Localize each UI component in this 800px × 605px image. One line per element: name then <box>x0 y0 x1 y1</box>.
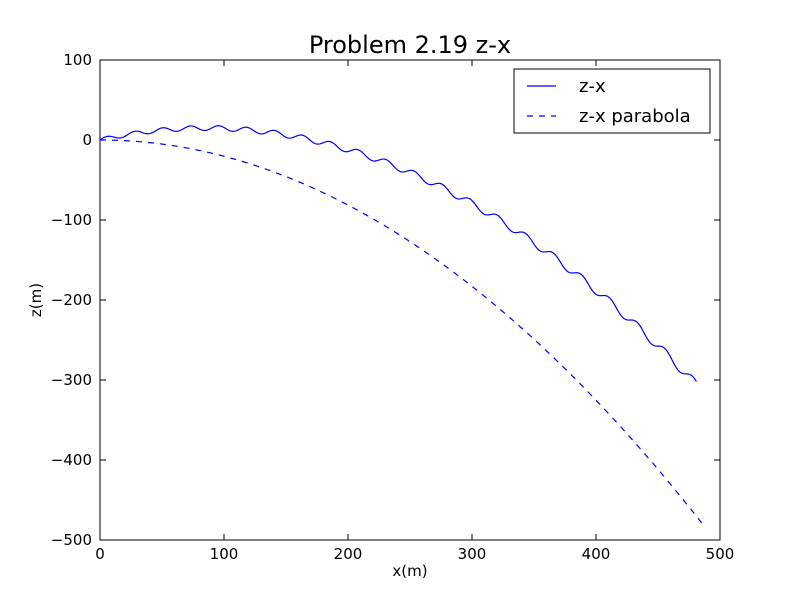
y-axis: 100 0 −100 −200 −300 −400 −500 <box>51 51 720 549</box>
x-tick-label: 300 <box>458 545 487 563</box>
x-tick-label: 500 <box>706 545 735 563</box>
series-line-z-x <box>99 125 697 382</box>
legend-label-z-x: z-x <box>579 76 606 97</box>
x-axis: 0 100 200 300 400 500 <box>95 60 734 563</box>
y-axis-label: z(m) <box>27 283 45 317</box>
x-tick-label: 200 <box>334 545 363 563</box>
legend-box <box>513 68 711 134</box>
x-tick-label: 400 <box>582 545 611 563</box>
y-tick-label: −100 <box>51 211 92 229</box>
x-axis-label: x(m) <box>392 562 427 580</box>
legend-label-z-x-parabola: z-x parabola <box>579 106 691 127</box>
chart-title: Problem 2.19 z-x <box>309 31 511 59</box>
series-layer <box>99 125 706 528</box>
y-tick-label: −200 <box>51 291 92 309</box>
y-tick-label: 0 <box>82 131 92 149</box>
y-tick-label: −500 <box>51 531 92 549</box>
series-line-z-x-parabola <box>100 139 706 528</box>
x-tick-label: 100 <box>210 545 239 563</box>
y-tick-label: −400 <box>51 451 92 469</box>
x-tick-label: 0 <box>95 545 105 563</box>
legend: z-x z-x parabola <box>513 68 711 134</box>
y-tick-label: 100 <box>63 51 92 69</box>
y-tick-label: −300 <box>51 371 92 389</box>
